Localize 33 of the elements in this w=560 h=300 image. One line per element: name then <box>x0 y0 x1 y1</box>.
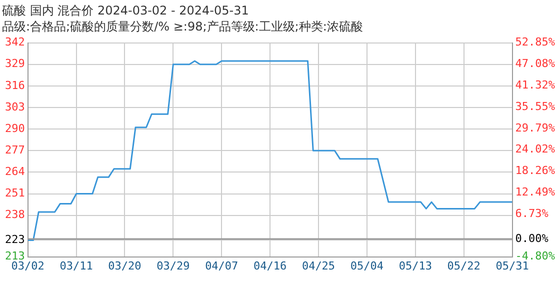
chart-title: 硫酸 国内 混合价 2024-03-02 - 2024-05-31 <box>2 3 249 18</box>
y2-tick-label: 35.55% <box>515 100 556 113</box>
y2-tick-label: 6.73% <box>515 206 549 220</box>
x-tick-label: 03/29 <box>156 259 190 272</box>
y-tick-label: 303 <box>4 100 25 114</box>
y2-tick-label: 41.32% <box>515 78 556 92</box>
y-tick-label: 290 <box>4 122 25 135</box>
y2-tick-label: 24.02% <box>515 142 556 156</box>
y2-tick-label: 52.85% <box>515 36 556 49</box>
x-tick-label: 05/13 <box>398 259 432 272</box>
x-tick-label: 03/20 <box>108 259 142 272</box>
chart-subtitle: 品级:合格品;硫酸的质量分数/% ≥:98;产品等级:工业级;种类:浓硫酸 <box>2 20 363 34</box>
y-tick-label: 223 <box>4 233 25 246</box>
x-tick-label: 03/02 <box>11 259 44 272</box>
y-tick-label: 316 <box>4 78 25 92</box>
y2-tick-label: 29.79% <box>515 121 556 134</box>
x-tick-label: 04/07 <box>205 259 238 272</box>
y2-tick-label: 0.00% <box>515 232 549 245</box>
x-tick-label: 04/25 <box>302 259 336 272</box>
y-tick-label: 238 <box>4 208 25 222</box>
y-tick-label: 342 <box>4 36 25 49</box>
x-tick-label: 05/04 <box>350 259 384 272</box>
x-tick-label: 03/11 <box>60 259 93 272</box>
y2-tick-label: 18.26% <box>515 164 556 178</box>
y2-tick-label: 12.49% <box>515 185 556 198</box>
y2-tick-label: 47.08% <box>515 57 556 70</box>
y-tick-label: 277 <box>4 143 25 156</box>
y-tick-label: 264 <box>4 165 26 178</box>
y-tick-label: 251 <box>4 186 25 200</box>
x-tick-label: 04/16 <box>254 259 287 272</box>
y-tick-label: 329 <box>4 57 25 70</box>
x-tick-label: 05/31 <box>496 259 529 272</box>
x-tick-label: 05/22 <box>447 259 480 272</box>
